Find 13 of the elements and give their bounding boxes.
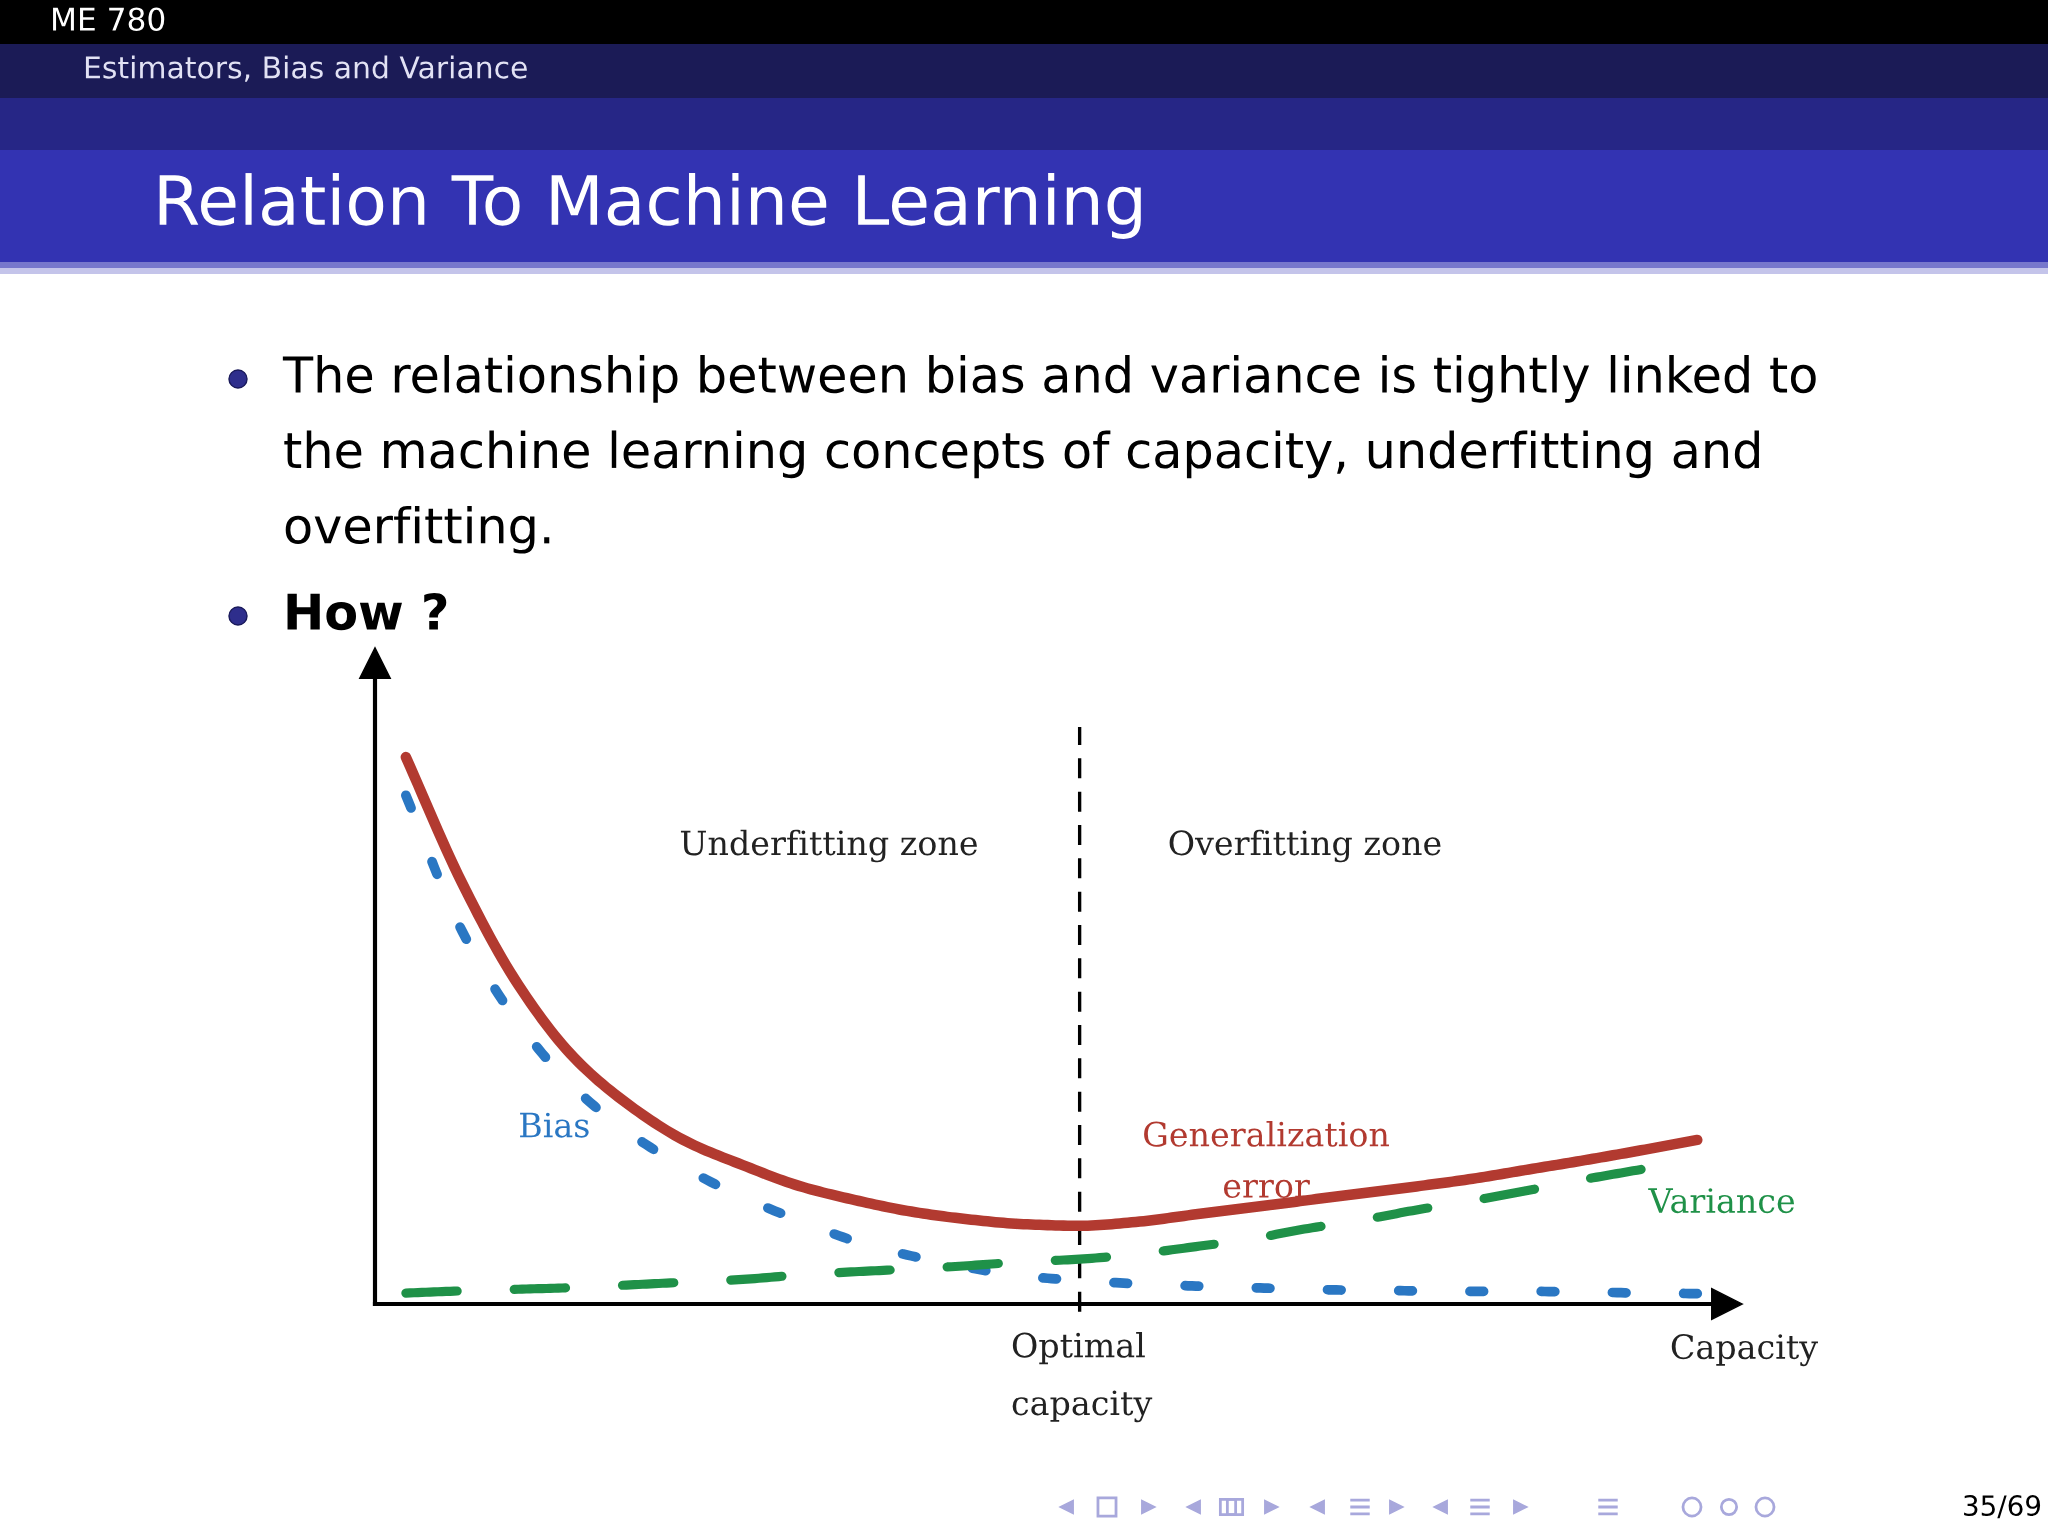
x-axis-title: Capacity (1671, 1333, 1818, 1367)
text: Optimal capacity (1012, 1332, 1153, 1423)
text: Estimators, Bias and Variance (85, 55, 527, 82)
annotation: Overfitting zone (1169, 829, 1441, 863)
text: How ? (287, 593, 447, 631)
text: The relationship between bias and variance is tightly linked to the machine learning concepts of capacity, underfitting and overfitting. (282, 355, 1816, 554)
series-label: Generalization error (1144, 1120, 1389, 1199)
series-label: Bias (520, 1112, 589, 1138)
annotation: Underfitting zone (680, 829, 977, 863)
text: 35/69 (1964, 1495, 2041, 1519)
text: ME 780 (53, 7, 165, 32)
chart-title: Relation To Machine Learning (159, 173, 1141, 239)
series-label: Variance (1648, 1188, 1795, 1214)
